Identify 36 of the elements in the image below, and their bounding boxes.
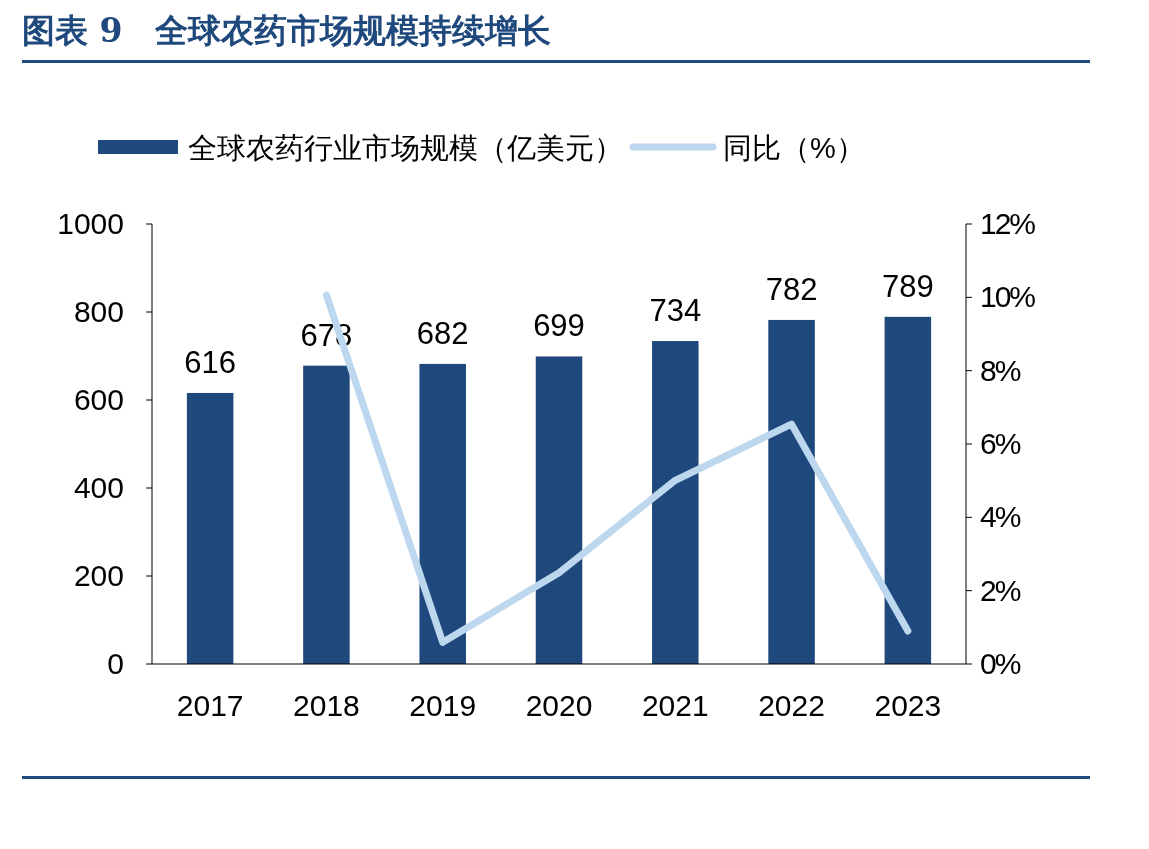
x-tick-label: 2020 [525, 689, 593, 722]
bar [884, 316, 932, 664]
y-tick-label: 800 [73, 295, 124, 328]
bar [535, 356, 583, 664]
y-tick-label: 200 [73, 559, 124, 592]
x-tick-label: 2021 [641, 689, 709, 722]
legend-label: 同比（%） [723, 132, 865, 164]
legend-label: 全球农药行业市场规模（亿美元） [188, 132, 623, 164]
chart-title: 图表 9 全球农药市场规模持续增长 [22, 11, 552, 50]
data-label: 699 [533, 308, 585, 344]
data-label: 616 [184, 344, 237, 380]
y2-tick-label: 0% [980, 647, 1021, 680]
data-label: 789 [881, 268, 934, 304]
y-tick-label: 1000 [57, 207, 124, 240]
y2-tick-label: 10% [980, 280, 1036, 314]
x-tick-label: 2022 [758, 689, 825, 722]
data-label: 782 [765, 271, 818, 307]
bar [652, 341, 699, 664]
data-label: 734 [649, 293, 702, 329]
y-tick-label: 0 [107, 647, 124, 680]
bar [303, 365, 350, 664]
bar [768, 319, 815, 664]
y2-tick-label: 8% [980, 353, 1021, 387]
bar [419, 363, 466, 664]
data-label: 682 [416, 315, 469, 351]
y-tick-label: 600 [73, 383, 124, 416]
y-tick-label: 400 [73, 471, 124, 504]
y2-tick-label: 2% [980, 573, 1021, 607]
x-tick-label: 2019 [409, 689, 477, 722]
y2-tick-label: 6% [980, 427, 1021, 460]
x-tick-label: 2018 [293, 689, 360, 722]
bar [186, 392, 234, 664]
y2-tick-label: 12% [980, 207, 1036, 240]
y2-tick-label: 4% [980, 500, 1021, 534]
x-tick-label: 2017 [176, 689, 244, 722]
x-tick-label: 2023 [874, 689, 942, 722]
